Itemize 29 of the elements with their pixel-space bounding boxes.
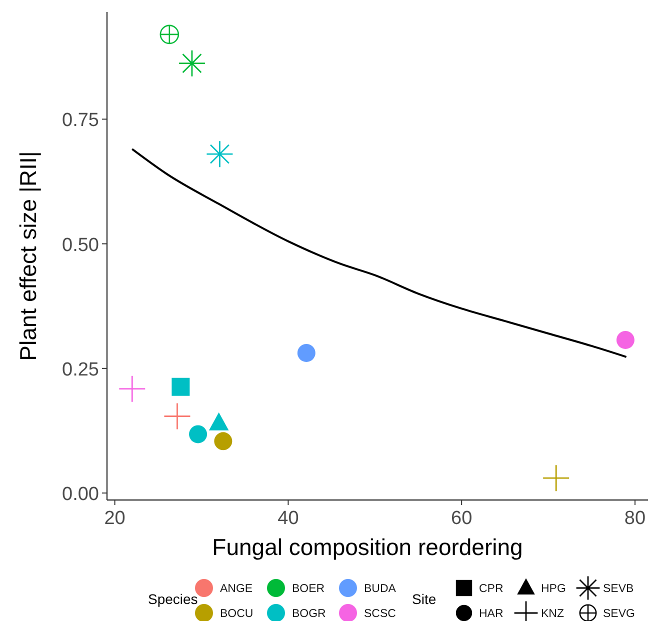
point: [164, 402, 191, 430]
legend-label: CPR: [479, 583, 504, 595]
point: [297, 344, 316, 362]
point: [172, 378, 190, 396]
text: Species: [148, 591, 198, 607]
legend-label: BOER: [292, 583, 325, 595]
legend-label: SEVB: [603, 583, 634, 595]
x-axis-title: Fungal composition reordering: [212, 534, 523, 560]
y-axis-title: Plant effect size |RII|: [15, 151, 41, 361]
legend-label: HPG: [541, 583, 566, 595]
line-series: [131, 148, 628, 358]
legend-label: BUDA: [364, 583, 396, 595]
legend-label: BOCU: [220, 608, 254, 620]
y-tick-label: 0.25: [62, 359, 99, 380]
x-tick-label: 80: [624, 508, 646, 529]
x-tick-label: 20: [104, 508, 126, 529]
legend-label: BOGR: [292, 608, 326, 620]
point: [189, 425, 208, 444]
y-tick-label: 0.00: [62, 484, 99, 506]
legend-label: SEVG: [603, 608, 636, 620]
x-tick-label: 40: [278, 508, 299, 529]
y-tick-label: 0.75: [62, 110, 99, 132]
legend-label: SCSC: [364, 608, 396, 620]
text: Site: [412, 591, 436, 607]
legend-label: HAR: [479, 608, 504, 620]
legend-label: ANGE: [220, 583, 253, 595]
y-tick-label: 0.50: [62, 234, 99, 256]
legend-label: KNZ: [541, 608, 564, 620]
x-tick-label: 60: [451, 508, 472, 529]
